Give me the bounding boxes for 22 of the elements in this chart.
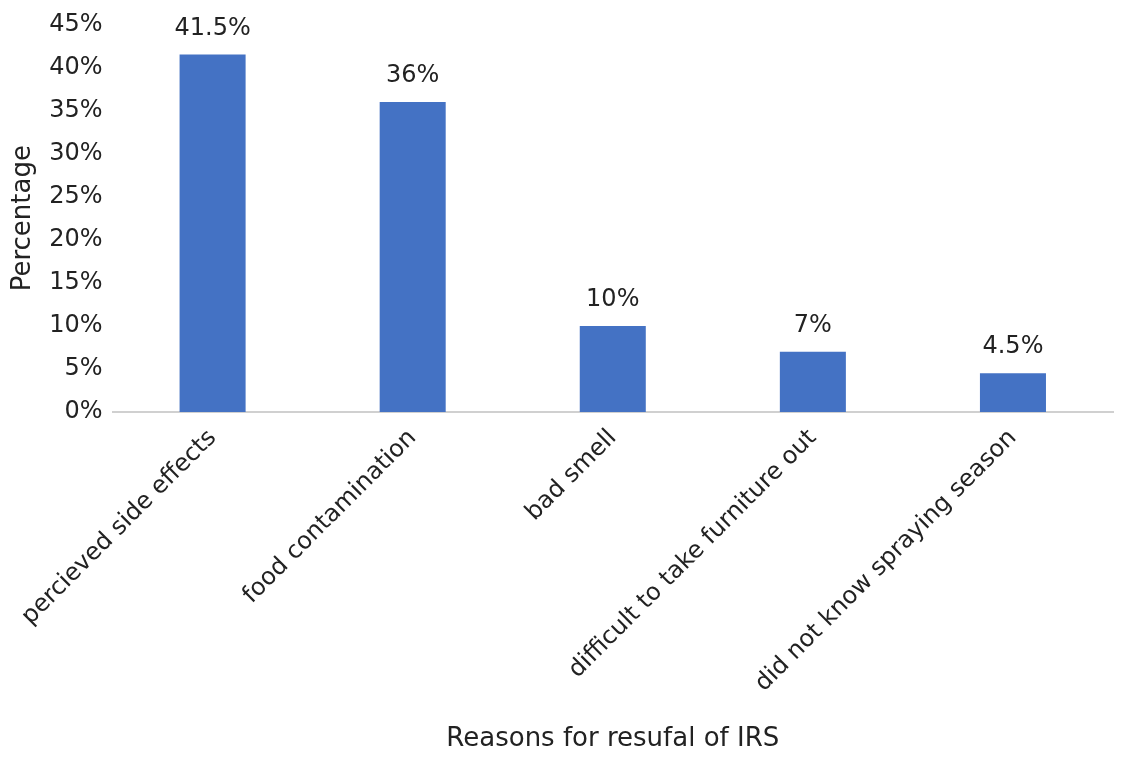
data-label: 4.5% <box>982 331 1044 360</box>
bar <box>979 373 1046 413</box>
y-tick-label: 5% <box>64 353 103 382</box>
y-tick-label: 35% <box>49 94 103 123</box>
data-label: 41.5% <box>174 12 251 41</box>
x-axis-title: Reasons for resufal of IRS <box>446 722 780 753</box>
y-tick-label: 0% <box>64 396 103 425</box>
y-tick-label: 15% <box>49 267 103 296</box>
bar <box>379 101 446 413</box>
data-label: 7% <box>793 309 832 338</box>
y-tick-label: 20% <box>49 223 103 252</box>
data-label: 10% <box>586 284 640 313</box>
y-tick-label: 25% <box>49 180 103 209</box>
data-label: 36% <box>386 60 440 89</box>
bar <box>579 325 646 413</box>
y-tick-label: 30% <box>49 137 103 166</box>
y-tick-label: 10% <box>49 310 103 339</box>
y-tick-label: 45% <box>49 8 103 37</box>
bar <box>179 54 246 413</box>
bar <box>779 351 846 413</box>
y-tick-label: 40% <box>49 51 103 80</box>
y-axis-title: Percentage <box>6 145 37 292</box>
